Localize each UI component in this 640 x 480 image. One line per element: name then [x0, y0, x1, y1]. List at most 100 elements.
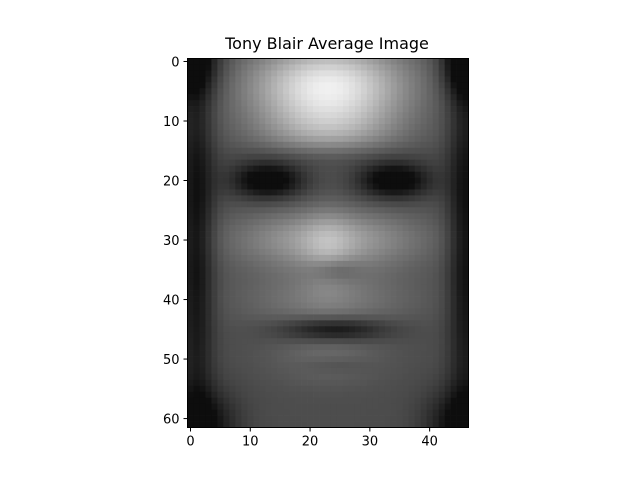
heatmap-cell [247, 177, 254, 184]
heatmap-cell [402, 421, 410, 428]
axes-border [187, 58, 469, 428]
heatmap-cell [259, 326, 266, 333]
heatmap-cell [390, 213, 398, 220]
heatmap-cell [217, 195, 224, 202]
heatmap-cell [432, 177, 439, 184]
heatmap-cell [205, 403, 212, 410]
heatmap-cell [283, 82, 290, 89]
heatmap-cell [414, 254, 422, 262]
heatmap-cell [253, 314, 260, 321]
heatmap-cell [366, 165, 374, 172]
heatmap-cell [378, 88, 386, 95]
heatmap-cell [253, 58, 260, 65]
heatmap-cell [289, 82, 296, 89]
heatmap-cell [360, 338, 368, 345]
heatmap-cell [271, 147, 278, 155]
heatmap-cell [438, 171, 445, 178]
heatmap-cell [414, 272, 422, 280]
heatmap-cell [301, 171, 308, 178]
heatmap-cell [330, 278, 338, 286]
heatmap-cell [289, 254, 296, 262]
heatmap-cell [289, 326, 296, 333]
heatmap-cell [253, 106, 260, 113]
heatmap-cell [432, 332, 439, 339]
heatmap-cell [408, 314, 416, 321]
heatmap-cell [229, 82, 236, 89]
heatmap-cell [253, 296, 260, 303]
heatmap-cell [193, 183, 200, 190]
heatmap-cell [396, 254, 404, 262]
heatmap-cell [199, 225, 206, 232]
heatmap-cell [277, 362, 284, 369]
heatmap-cell [342, 153, 350, 161]
heatmap-cell [271, 159, 278, 166]
heatmap-cell [366, 314, 374, 321]
heatmap-cell [295, 100, 302, 107]
heatmap-cell [330, 100, 338, 107]
heatmap-cell [348, 409, 356, 416]
heatmap-cell [313, 153, 320, 161]
heatmap-cell [432, 296, 439, 303]
heatmap-cell [348, 254, 356, 262]
heatmap-cell [336, 201, 344, 208]
heatmap-cell [199, 159, 206, 166]
heatmap-cell [336, 266, 344, 274]
heatmap-cell [390, 302, 398, 309]
heatmap-cell [390, 254, 398, 262]
heatmap-cell [444, 231, 451, 238]
heatmap-cell [259, 243, 266, 250]
heatmap-cell [342, 266, 350, 274]
heatmap-cell [259, 278, 266, 286]
heatmap-cell [319, 332, 326, 339]
heatmap-cell [307, 177, 314, 184]
heatmap-cell [330, 254, 338, 262]
chart-title: Tony Blair Average Image [224, 34, 429, 53]
heatmap-cell [205, 326, 212, 333]
heatmap-cell [372, 135, 380, 143]
heatmap-cell [205, 290, 212, 297]
heatmap-cell [330, 147, 338, 155]
heatmap-cell [432, 100, 439, 107]
heatmap-cell [325, 421, 332, 428]
heatmap-cell [396, 421, 404, 428]
heatmap-cell [366, 284, 374, 291]
heatmap-cell [319, 284, 326, 291]
heatmap-cell [193, 421, 200, 428]
heatmap-cell [396, 302, 404, 309]
heatmap-cell [456, 379, 463, 387]
heatmap-cell [253, 385, 260, 393]
heatmap-cell [408, 195, 416, 202]
heatmap-cell [223, 332, 230, 339]
heatmap-cell [223, 118, 230, 125]
heatmap-cell [402, 112, 410, 119]
heatmap-cell [277, 278, 284, 286]
heatmap-cell [229, 326, 236, 333]
heatmap-cell [253, 272, 260, 280]
heatmap-cell [462, 58, 469, 65]
heatmap-cell [277, 296, 284, 303]
heatmap-cell [420, 70, 427, 77]
heatmap-cell [289, 278, 296, 286]
heatmap-cell [271, 409, 278, 416]
heatmap-cell [241, 64, 248, 71]
heatmap-cell [289, 112, 296, 119]
heatmap-cell [420, 201, 427, 208]
heatmap-cell [372, 88, 380, 95]
heatmap-cell [229, 177, 236, 184]
heatmap-cell [348, 153, 356, 161]
heatmap-cell [462, 165, 469, 172]
heatmap-cell [444, 385, 451, 393]
heatmap-cell [456, 308, 463, 315]
heatmap-cell [193, 165, 200, 172]
heatmap-cell [319, 76, 326, 83]
heatmap-cell [342, 112, 350, 119]
heatmap-cell [396, 94, 404, 101]
heatmap-cell [271, 100, 278, 107]
heatmap-cell [348, 88, 356, 95]
heatmap-cell [360, 118, 368, 125]
heatmap-cell [444, 118, 451, 125]
heatmap-cell [384, 296, 392, 303]
heatmap-cell [354, 118, 362, 125]
heatmap-cell [348, 159, 356, 166]
heatmap-cell [378, 314, 386, 321]
